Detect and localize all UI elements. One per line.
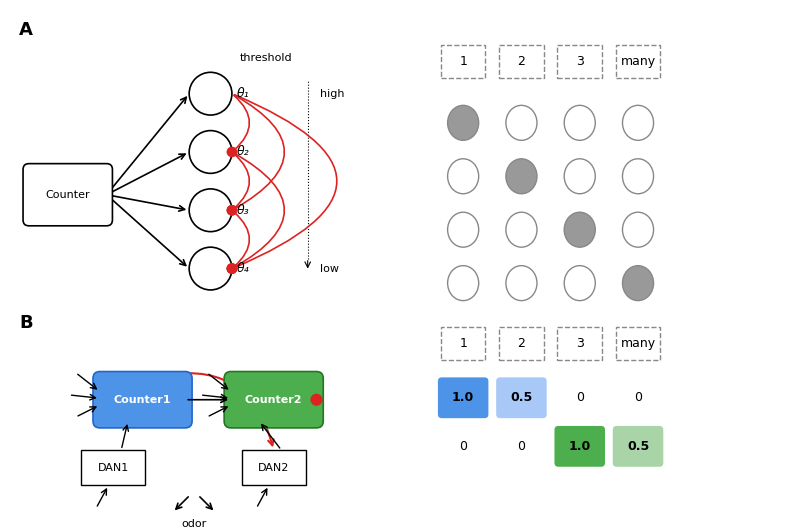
- Circle shape: [189, 72, 232, 115]
- FancyBboxPatch shape: [23, 164, 113, 226]
- Text: Counter: Counter: [46, 190, 90, 200]
- FancyBboxPatch shape: [499, 45, 544, 78]
- Ellipse shape: [564, 266, 595, 301]
- Circle shape: [227, 264, 237, 273]
- Text: DAN1: DAN1: [98, 463, 129, 473]
- Circle shape: [311, 394, 322, 405]
- Text: θ₂: θ₂: [237, 145, 250, 158]
- Ellipse shape: [506, 105, 537, 140]
- Text: 0.5: 0.5: [510, 391, 533, 404]
- Text: odor: odor: [182, 519, 206, 529]
- Text: 3: 3: [576, 55, 584, 68]
- Ellipse shape: [622, 105, 654, 140]
- Text: threshold: threshold: [240, 53, 292, 63]
- Circle shape: [227, 206, 237, 215]
- Ellipse shape: [448, 159, 478, 194]
- Circle shape: [227, 147, 237, 157]
- Ellipse shape: [564, 212, 595, 247]
- Circle shape: [189, 130, 232, 173]
- Text: Counter1: Counter1: [114, 395, 171, 405]
- Text: 1: 1: [459, 55, 467, 68]
- Text: θ₃: θ₃: [237, 204, 250, 217]
- FancyBboxPatch shape: [224, 372, 323, 428]
- Text: B: B: [19, 314, 33, 332]
- Ellipse shape: [506, 212, 537, 247]
- FancyBboxPatch shape: [558, 45, 602, 78]
- Text: 0: 0: [459, 440, 467, 453]
- Text: 0.5: 0.5: [627, 440, 649, 453]
- Text: high: high: [320, 89, 345, 99]
- FancyBboxPatch shape: [554, 426, 605, 467]
- Circle shape: [227, 264, 237, 273]
- Ellipse shape: [564, 159, 595, 194]
- Ellipse shape: [448, 212, 478, 247]
- Text: θ₁: θ₁: [237, 87, 250, 100]
- Text: 1.0: 1.0: [569, 440, 591, 453]
- FancyBboxPatch shape: [441, 327, 486, 360]
- Ellipse shape: [506, 159, 537, 194]
- FancyBboxPatch shape: [93, 372, 192, 428]
- Circle shape: [227, 206, 237, 215]
- FancyBboxPatch shape: [441, 45, 486, 78]
- Text: 3: 3: [576, 337, 584, 350]
- Text: 2: 2: [518, 337, 526, 350]
- FancyBboxPatch shape: [242, 450, 306, 485]
- Ellipse shape: [622, 159, 654, 194]
- Text: many: many: [621, 55, 655, 68]
- Text: many: many: [621, 337, 655, 350]
- Text: low: low: [320, 263, 339, 273]
- FancyBboxPatch shape: [613, 426, 663, 467]
- Text: 2: 2: [518, 55, 526, 68]
- FancyBboxPatch shape: [82, 450, 146, 485]
- Ellipse shape: [622, 212, 654, 247]
- FancyBboxPatch shape: [616, 45, 660, 78]
- Ellipse shape: [622, 266, 654, 301]
- Ellipse shape: [448, 105, 478, 140]
- Text: 1.0: 1.0: [452, 391, 474, 404]
- FancyBboxPatch shape: [616, 327, 660, 360]
- Circle shape: [227, 264, 237, 273]
- Text: Counter2: Counter2: [245, 395, 302, 405]
- Text: 1: 1: [459, 337, 467, 350]
- FancyBboxPatch shape: [496, 377, 546, 418]
- Text: 0: 0: [576, 391, 584, 404]
- FancyBboxPatch shape: [438, 377, 489, 418]
- Text: A: A: [19, 21, 33, 39]
- Text: DAN2: DAN2: [258, 463, 290, 473]
- Circle shape: [189, 189, 232, 232]
- Text: θ₄: θ₄: [237, 262, 250, 275]
- Ellipse shape: [506, 266, 537, 301]
- Circle shape: [189, 247, 232, 290]
- Ellipse shape: [564, 105, 595, 140]
- Text: 0: 0: [518, 440, 526, 453]
- FancyBboxPatch shape: [499, 327, 544, 360]
- Text: 0: 0: [634, 391, 642, 404]
- Ellipse shape: [448, 266, 478, 301]
- FancyBboxPatch shape: [558, 327, 602, 360]
